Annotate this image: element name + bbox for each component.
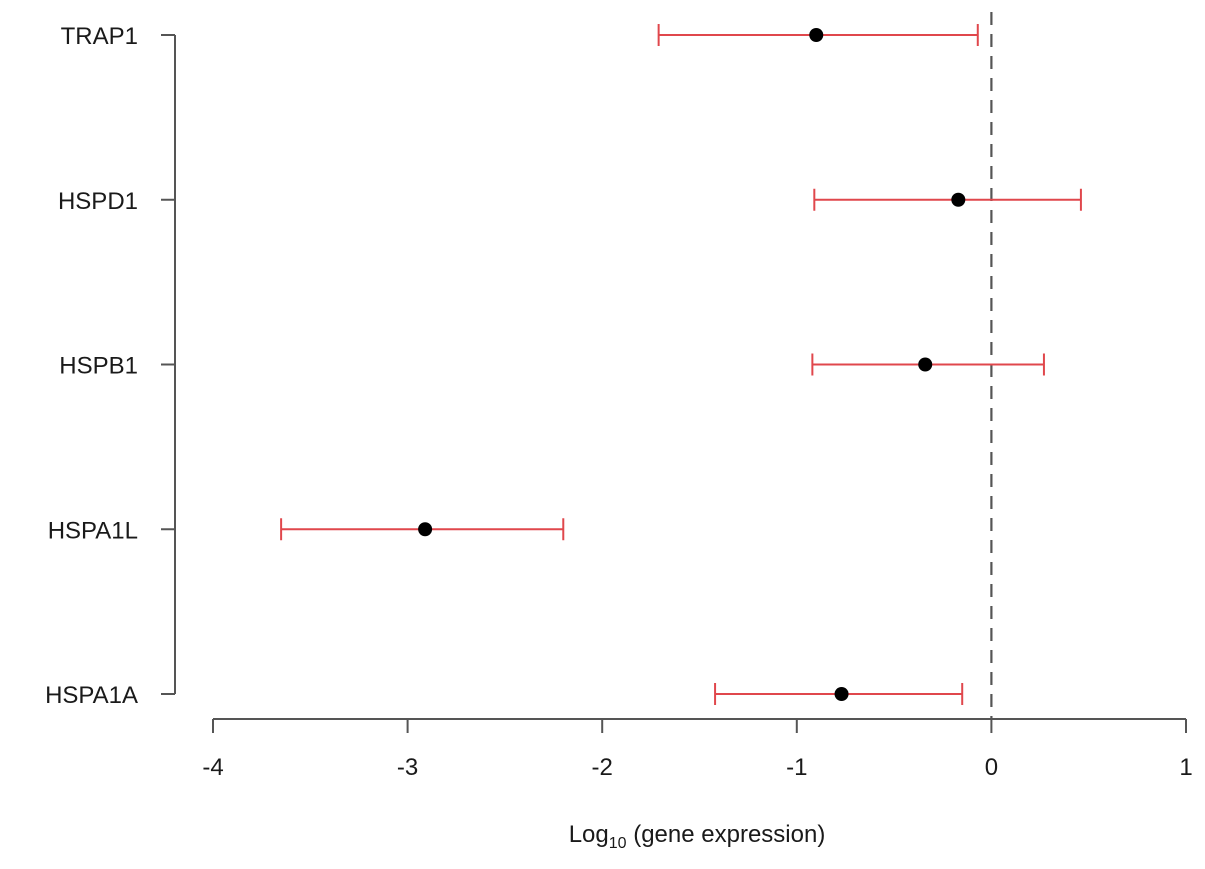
y-tick-label: HSPA1L <box>48 517 138 544</box>
point-estimate <box>918 357 933 372</box>
y-tick-label: TRAP1 <box>61 23 138 50</box>
y-tick-label: HSPA1A <box>45 682 138 709</box>
x-tick-label: 0 <box>985 754 998 781</box>
y-tick-label: HSPB1 <box>59 353 138 380</box>
x-axis-title-main: Log <box>569 821 609 848</box>
x-axis-title: Log10 (gene expression) <box>569 821 826 852</box>
interval-hspa1a <box>714 683 964 705</box>
x-tick-label: -2 <box>592 754 613 781</box>
x-tick-label: -4 <box>202 754 223 781</box>
x-tick-label: -3 <box>397 754 418 781</box>
interval-hspb1 <box>811 353 1045 376</box>
x-tick-label: -1 <box>786 754 807 781</box>
x-axis-title-subscript: 10 <box>609 835 627 852</box>
interval-hspd1 <box>813 188 1082 211</box>
x-tick-label: 1 <box>1179 754 1192 781</box>
x-axis: -4 -3 -2 -1 0 1 <box>202 718 1193 781</box>
point-estimate <box>834 687 849 701</box>
x-axis-title-rest: (gene expression) <box>627 821 826 848</box>
point-estimate <box>418 522 433 537</box>
interval-trap1 <box>657 24 979 46</box>
y-axis: TRAP1 HSPD1 HSPB1 HSPA1L HSPA1A <box>45 23 176 709</box>
intervals-group <box>280 24 1082 705</box>
point-estimate <box>951 192 966 207</box>
point-estimate <box>809 28 824 42</box>
y-tick-label: HSPD1 <box>58 188 138 215</box>
interval-hspa1l <box>280 518 565 541</box>
